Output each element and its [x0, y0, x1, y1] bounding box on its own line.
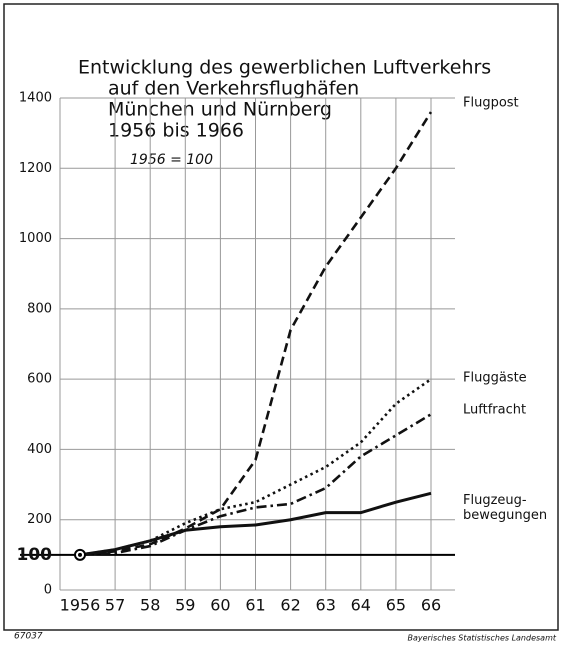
series-label: Flugpost: [463, 96, 519, 111]
y-tick-label: 200: [27, 512, 52, 527]
x-tick-label: 64: [351, 596, 371, 615]
chart-title: 1956 bis 1966: [108, 120, 244, 142]
chart-title: Entwicklung des gewerblichen Luftverkehr…: [78, 57, 491, 79]
y-tick-label: 1400: [19, 91, 52, 106]
x-tick-label: 63: [316, 596, 336, 615]
y-tick-label: 1200: [19, 161, 52, 176]
y-tick-label: 800: [27, 301, 52, 316]
x-tick-label: 57: [105, 596, 125, 615]
x-tick-label: 65: [386, 596, 406, 615]
y-tick-label: 0: [44, 583, 52, 598]
series-label: Luftfracht: [463, 403, 526, 418]
series-label: Flugzeug-bewegungen: [463, 493, 547, 523]
footer-left: 67037: [14, 632, 43, 642]
x-tick-label: 66: [421, 596, 441, 615]
chart-title: auf den Verkehrsflughäfen: [108, 78, 359, 100]
subtitle: 1956 = 100: [130, 152, 213, 168]
y-tick-label: 600: [27, 372, 52, 387]
reference-label: 100: [17, 545, 53, 565]
series-line: [79, 111, 433, 557]
y-tick-label: 400: [27, 442, 52, 457]
frame: [3, 3, 559, 631]
series-line: [79, 491, 432, 557]
x-tick-label: 61: [245, 596, 265, 615]
x-tick-label: 58: [140, 596, 160, 615]
origin-dot: [78, 552, 82, 557]
x-tick-label: 1956: [60, 596, 101, 615]
footer-right: Bayerisches Statistisches Landesamt: [407, 634, 556, 643]
y-tick-label: 1000: [19, 231, 52, 246]
x-tick-label: 62: [280, 596, 300, 615]
series-label: Fluggäste: [463, 371, 527, 386]
x-tick-label: 60: [210, 596, 230, 615]
x-tick-label: 59: [175, 596, 195, 615]
